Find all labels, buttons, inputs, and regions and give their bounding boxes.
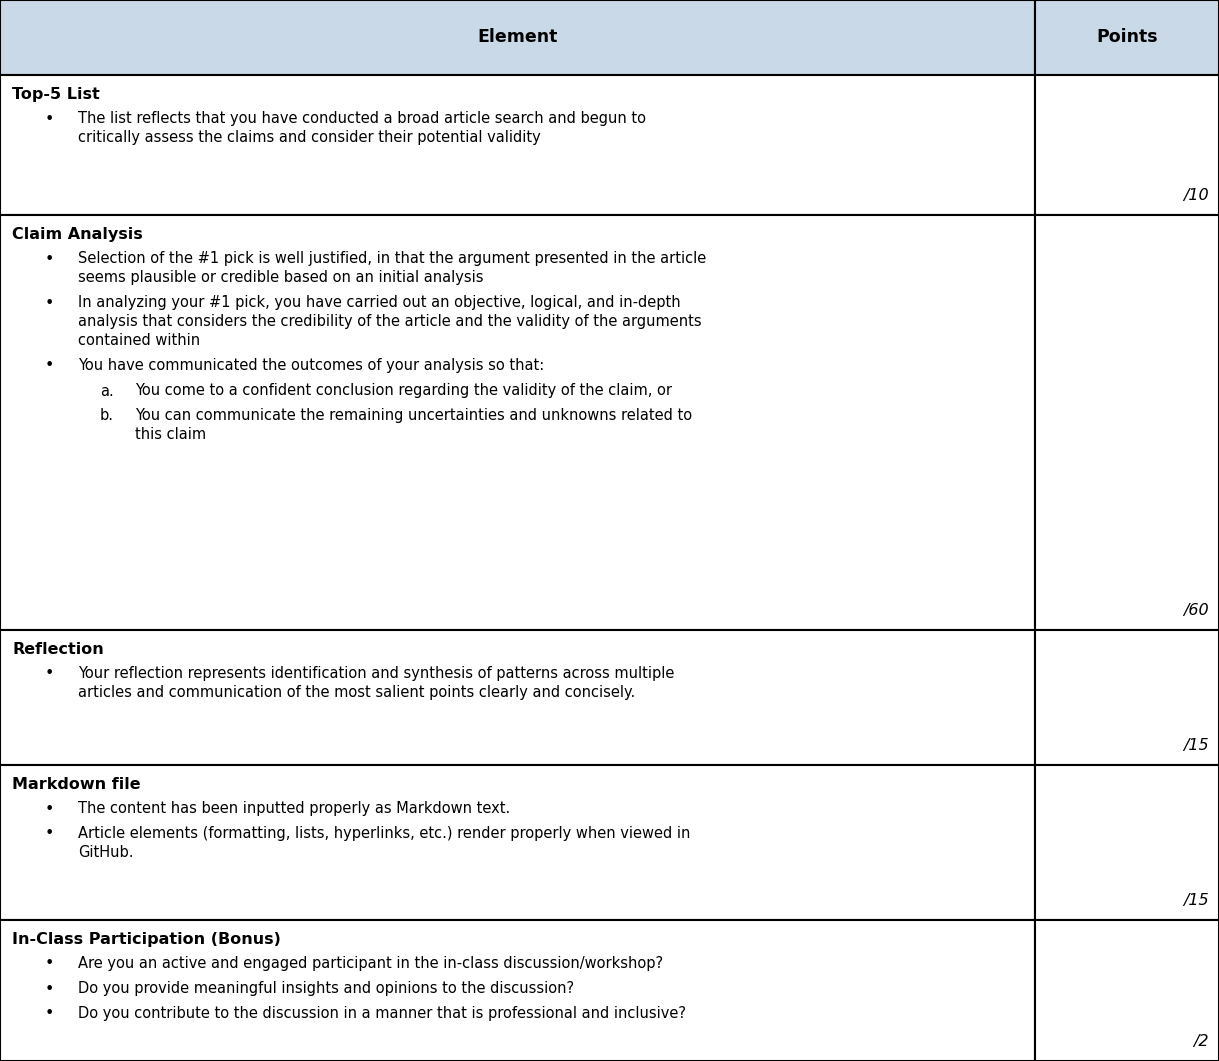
Bar bbox=[0, 630, 1035, 765]
Text: Points: Points bbox=[1096, 29, 1158, 47]
Text: articles and communication of the most salient points clearly and concisely.: articles and communication of the most s… bbox=[78, 684, 635, 699]
Text: a.: a. bbox=[100, 383, 113, 399]
Text: •: • bbox=[45, 296, 55, 311]
Text: •: • bbox=[45, 981, 55, 996]
Bar bbox=[1035, 0, 1219, 75]
Text: In analyzing your #1 pick, you have carried out an objective, logical, and in-de: In analyzing your #1 pick, you have carr… bbox=[78, 295, 680, 310]
Text: Reflection: Reflection bbox=[12, 642, 104, 657]
Text: •: • bbox=[45, 957, 55, 972]
Bar bbox=[1035, 765, 1219, 920]
Text: Do you provide meaningful insights and opinions to the discussion?: Do you provide meaningful insights and o… bbox=[78, 980, 574, 995]
Text: Markdown file: Markdown file bbox=[12, 777, 140, 792]
Text: b.: b. bbox=[100, 408, 115, 423]
Text: seems plausible or credible based on an initial analysis: seems plausible or credible based on an … bbox=[78, 269, 484, 284]
Text: Are you an active and engaged participant in the in-class discussion/workshop?: Are you an active and engaged participan… bbox=[78, 956, 663, 971]
Text: You come to a confident conclusion regarding the validity of the claim, or: You come to a confident conclusion regar… bbox=[135, 383, 672, 398]
Text: this claim: this claim bbox=[135, 427, 206, 441]
Bar bbox=[0, 215, 1035, 630]
Bar bbox=[0, 75, 1035, 215]
Text: Claim Analysis: Claim Analysis bbox=[12, 227, 143, 242]
Text: Your reflection represents identification and synthesis of patterns across multi: Your reflection represents identificatio… bbox=[78, 665, 674, 680]
Text: analysis that considers the credibility of the article and the validity of the a: analysis that considers the credibility … bbox=[78, 314, 702, 329]
Text: You can communicate the remaining uncertainties and unknowns related to: You can communicate the remaining uncert… bbox=[135, 407, 692, 422]
Text: •: • bbox=[45, 1007, 55, 1022]
Text: You have communicated the outcomes of your analysis so that:: You have communicated the outcomes of yo… bbox=[78, 358, 544, 372]
Text: •: • bbox=[45, 666, 55, 681]
Bar bbox=[1035, 920, 1219, 1061]
Text: In-Class Participation (Bonus): In-Class Participation (Bonus) bbox=[12, 932, 280, 946]
Text: GitHub.: GitHub. bbox=[78, 845, 134, 859]
Bar bbox=[1035, 215, 1219, 630]
Bar bbox=[0, 765, 1035, 920]
Bar bbox=[0, 920, 1035, 1061]
Text: /15: /15 bbox=[1184, 893, 1209, 908]
Text: /15: /15 bbox=[1184, 738, 1209, 753]
Text: •: • bbox=[45, 111, 55, 126]
Text: /2: /2 bbox=[1193, 1034, 1209, 1049]
Text: The list reflects that you have conducted a broad article search and begun to: The list reflects that you have conducte… bbox=[78, 110, 646, 125]
Text: contained within: contained within bbox=[78, 332, 200, 348]
Text: Do you contribute to the discussion in a manner that is professional and inclusi: Do you contribute to the discussion in a… bbox=[78, 1006, 686, 1021]
Text: The content has been inputted properly as Markdown text.: The content has been inputted properly a… bbox=[78, 801, 511, 816]
Text: •: • bbox=[45, 251, 55, 266]
Text: /60: /60 bbox=[1184, 603, 1209, 618]
Bar bbox=[0, 0, 1035, 75]
Text: •: • bbox=[45, 359, 55, 373]
Text: critically assess the claims and consider their potential validity: critically assess the claims and conside… bbox=[78, 129, 541, 144]
Text: Element: Element bbox=[478, 29, 557, 47]
Text: /10: /10 bbox=[1184, 188, 1209, 203]
Text: •: • bbox=[45, 827, 55, 841]
Text: Selection of the #1 pick is well justified, in that the argument presented in th: Selection of the #1 pick is well justifi… bbox=[78, 250, 706, 265]
Text: Article elements (formatting, lists, hyperlinks, etc.) render properly when view: Article elements (formatting, lists, hyp… bbox=[78, 825, 690, 840]
Text: •: • bbox=[45, 801, 55, 817]
Text: Top-5 List: Top-5 List bbox=[12, 87, 100, 102]
Bar bbox=[1035, 630, 1219, 765]
Bar bbox=[1035, 75, 1219, 215]
